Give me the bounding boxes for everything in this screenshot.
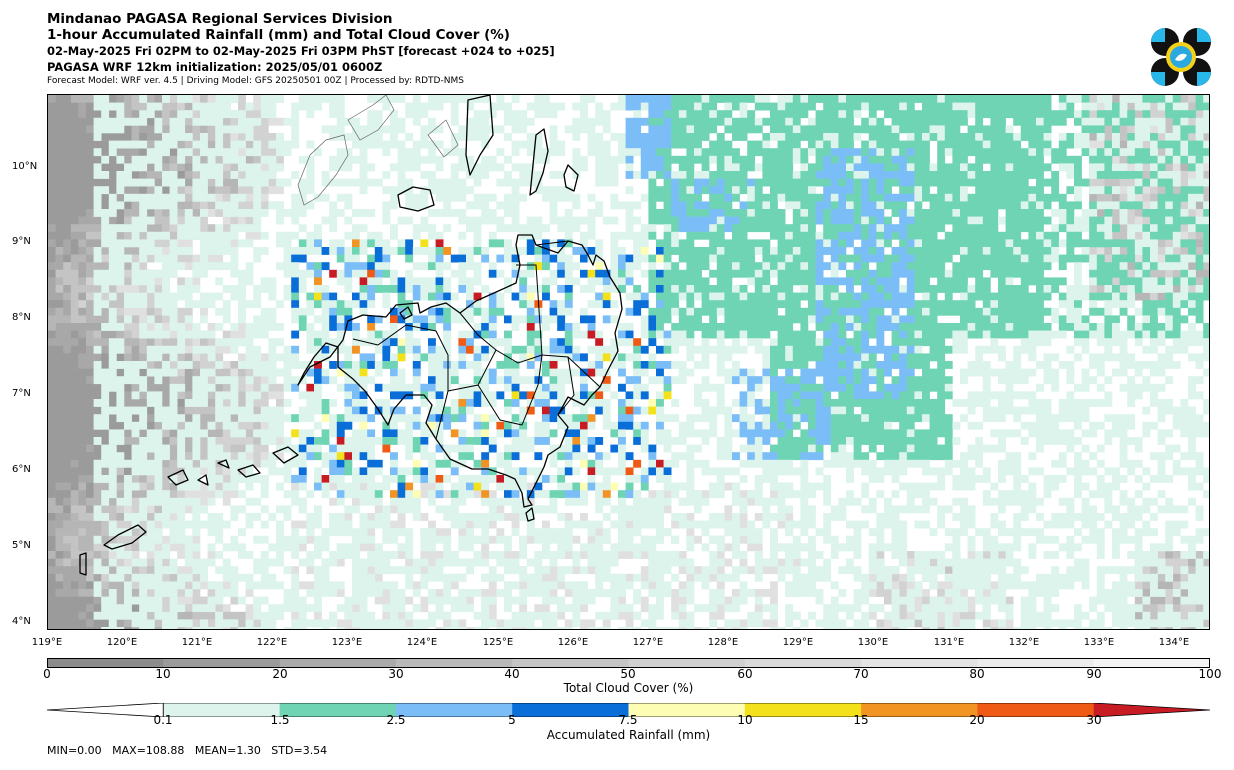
initialization-line: PAGASA WRF 12km initialization: 2025/05/… [47,60,383,74]
lon-label-130: 130°E [857,637,889,648]
model-info: Forecast Model: WRF ver. 4.5 | Driving M… [47,76,464,86]
rain-bin-7 [977,703,1095,717]
cloud-tick-10: 10 [155,667,171,681]
cloud-tick-40: 40 [504,667,520,681]
cloud-bin-7 [861,658,978,668]
rain-tick-7.5: 7.5 [618,713,638,727]
rain-tick-5: 5 [508,713,516,727]
rain-tick-1.5: 1.5 [270,713,290,727]
rainfall-colorbar [47,703,1210,717]
lon-label-129: 129°E [782,637,814,648]
coastlines [79,95,623,576]
rain-bin-0 [163,703,281,717]
rainfall-cloud-map [47,94,1210,630]
tawitawi-coast [103,524,147,550]
sulu-islands [167,459,230,486]
jolo-coast [237,464,261,478]
cloud-tick-30: 30 [388,667,404,681]
rain-tick-2.5: 2.5 [386,713,406,727]
lon-label-128: 128°E [707,637,739,648]
cloud-bin-1 [163,658,281,668]
northern-islands [297,95,459,206]
lon-label-126: 126°E [557,637,589,648]
rain-under-extension [47,703,164,717]
lon-label-119: 119°E [31,637,63,648]
sibutu-coast [79,552,87,576]
lon-label-127: 127°E [632,637,664,648]
lat-label-9: 9°N [12,236,31,247]
cloud-bin-0 [47,658,164,668]
rain-bin-4 [628,703,746,717]
cloud-tick-90: 90 [1086,667,1102,681]
rain-tick-0.1: 0.1 [153,713,173,727]
sarangani-coast [525,507,535,522]
dinagat-coast [529,128,549,196]
cloud-cover-colorbar [47,658,1210,668]
rain-bin-6 [861,703,978,717]
region-boundaries [352,240,601,440]
cloud-bin-3 [395,658,513,668]
lat-label-8: 8°N [12,312,31,323]
cloud-tick-60: 60 [737,667,753,681]
title-line-2: 1-hour Accumulated Rainfall (mm) and Tot… [47,27,510,43]
lon-label-134: 134°E [1158,637,1190,648]
cloud-bin-5 [628,658,746,668]
lon-label-132: 132°E [1008,637,1040,648]
cloud-colorbar-label: Total Cloud Cover (%) [563,681,694,695]
cloud-bin-6 [744,658,862,668]
cloud-tick-50: 50 [620,667,636,681]
lat-label-6: 6°N [12,464,31,475]
cloud-tick-100: 100 [1198,667,1222,681]
cloud-bin-4 [512,658,629,668]
lon-label-133: 133°E [1083,637,1115,648]
cloud-tick-0: 0 [43,667,51,681]
lon-label-121: 121°E [181,637,213,648]
cloud-tick-70: 70 [853,667,869,681]
lat-label-5: 5°N [12,540,31,551]
lat-label-7: 7°N [12,388,31,399]
cloud-bin-2 [279,658,397,668]
rain-bin-1 [279,703,397,717]
rain-bin-5 [744,703,862,717]
leyte-south-coast [465,95,494,176]
rain-over-extension [1093,703,1210,717]
basilan-coast [272,446,299,464]
lon-label-131: 131°E [933,637,965,648]
cloud-tick-80: 80 [969,667,985,681]
rain-bin-2 [395,703,513,717]
rain-tick-20: 20 [969,713,985,727]
camiguin-coast [399,306,413,320]
lon-label-123: 123°E [331,637,363,648]
lon-label-122: 122°E [256,637,288,648]
lon-label-125: 125°E [482,637,514,648]
cloud-bin-8 [977,658,1095,668]
cloud-tick-20: 20 [272,667,288,681]
lat-label-10: 10°N [12,161,38,172]
forecast-period: 02-May-2025 Fri 02PM to 02-May-2025 Fri … [47,44,555,58]
bohol-coast [397,186,435,212]
pagasa-logo [1151,28,1211,86]
title-line-1: Mindanao PAGASA Regional Services Divisi… [47,11,393,27]
rain-colorbar-label: Accumulated Rainfall (mm) [546,728,711,742]
lon-label-120: 120°E [106,637,138,648]
rain-tick-15: 15 [853,713,869,727]
lon-label-124: 124°E [406,637,438,648]
rainfall-field [93,95,1209,629]
cloud-bin-9 [1093,658,1210,668]
lat-label-4: 4°N [12,616,31,627]
rain-bin-3 [512,703,629,717]
statistics-line: MIN=0.00 MAX=108.88 MEAN=1.30 STD=3.54 [47,744,328,757]
siargao-coast [563,164,579,192]
rain-tick-10: 10 [737,713,753,727]
rain-tick-30: 30 [1086,713,1102,727]
